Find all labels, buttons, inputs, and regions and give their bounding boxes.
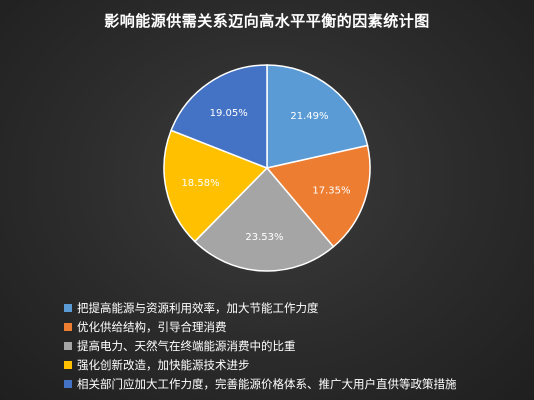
legend-item-2: 优化供给结构，引导合理消费	[64, 317, 526, 336]
legend-item-1: 把提高能源与资源利用效率，加大节能工作力度	[64, 298, 526, 317]
legend-label: 提高电力、天然气在终端能源消费中的比重	[77, 338, 296, 353]
legend-swatch	[64, 360, 72, 369]
data-label-2: 17.35%	[312, 186, 350, 197]
data-label-4: 18.58%	[181, 178, 219, 189]
legend-item-5: 相关部门应加大工作力度，完善能源价格体系、推广大用户直供等政策措施	[64, 374, 526, 393]
legend-item-4: 强化创新改造，加快能源技术进步	[64, 355, 526, 374]
pie-slice-1	[266, 64, 369, 169]
pie-slice-2	[265, 144, 371, 248]
pie-slice-3	[193, 166, 335, 272]
legend-swatch	[64, 379, 72, 388]
legend-swatch	[64, 341, 72, 350]
data-label-5: 19.05%	[210, 108, 248, 119]
legend: 把提高能源与资源利用效率，加大节能工作力度 优化供给结构，引导合理消费提高电力、天…	[64, 298, 526, 393]
legend-label: 把提高能源与资源利用效率，加大节能工作力度	[77, 300, 319, 315]
legend-swatch	[64, 303, 72, 312]
chart-title: 影响能源供需关系迈向高水平平衡的因素统计图	[104, 12, 430, 30]
legend-label: 强化创新改造，加快能源技术进步	[77, 357, 250, 372]
pie-slice-5	[170, 64, 268, 170]
legend-label: 相关部门应加大工作力度，完善能源价格体系、推广大用户直供等政策措施	[77, 376, 457, 391]
legend-item-3: 提高电力、天然气在终端能源消费中的比重	[64, 336, 526, 355]
data-label-3: 23.53%	[245, 232, 283, 243]
legend-label: 优化供给结构，引导合理消费	[77, 319, 227, 334]
data-label-1: 21.49%	[290, 111, 328, 122]
legend-swatch	[64, 322, 72, 331]
